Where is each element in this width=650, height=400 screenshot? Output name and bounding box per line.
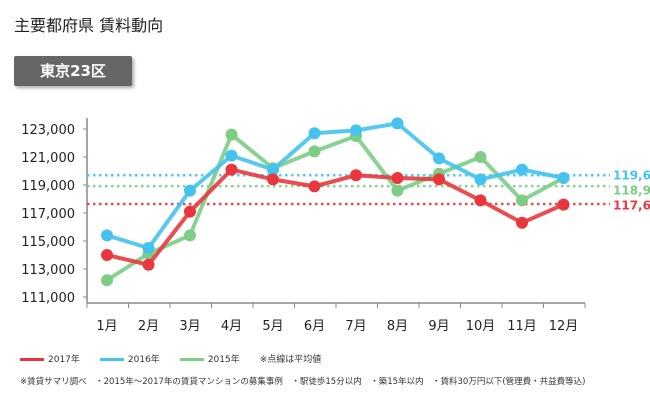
legend: 2017年 2016年 2015年 ※点線は平均値 xyxy=(20,352,321,365)
x-tick-label: 1月 xyxy=(96,319,117,334)
data-point xyxy=(557,172,570,184)
data-point xyxy=(433,173,445,186)
data-point xyxy=(267,173,279,186)
data-point xyxy=(184,184,196,197)
data-point xyxy=(474,173,487,186)
legend-label: 2017年 xyxy=(48,355,80,365)
series-line-2016年 xyxy=(106,121,564,251)
x-tick-label: 8月 xyxy=(387,319,408,334)
x-tick-label: 4月 xyxy=(221,319,242,334)
data-point xyxy=(101,229,113,242)
data-point xyxy=(391,117,404,130)
average-label: 117,642 xyxy=(613,198,650,212)
data-point xyxy=(557,198,570,211)
data-point xyxy=(142,242,155,254)
data-point xyxy=(308,180,321,193)
y-tick-label: 113,000 xyxy=(21,263,75,278)
footnote: ※賃貸サマリ調べ ・2015年～2017年の賃貸マンションの募集事例 ・駅徒歩1… xyxy=(20,377,586,387)
legend-label: 2016年 xyxy=(127,355,160,365)
x-tick-label: 7月 xyxy=(345,319,366,334)
data-point xyxy=(184,205,196,218)
chart-title: 主要都府県 賃料動向 xyxy=(14,16,164,35)
legend-label: 2015年 xyxy=(207,355,240,365)
data-point xyxy=(350,169,362,182)
y-tick-label: 117,000 xyxy=(21,207,75,222)
data-point xyxy=(391,184,404,197)
x-tick-label: 9月 xyxy=(428,319,449,334)
data-point xyxy=(516,163,528,176)
data-point xyxy=(225,128,238,141)
data-point xyxy=(308,145,321,158)
y-tick-label: 115,000 xyxy=(21,235,75,250)
series-line-2015年 xyxy=(105,131,565,282)
data-point xyxy=(267,163,279,176)
x-tick-label: 6月 xyxy=(304,319,325,334)
data-point xyxy=(225,149,238,162)
legend-note: ※点線は平均値 xyxy=(259,355,322,365)
data-point xyxy=(308,127,321,140)
x-tick-label: 10月 xyxy=(466,319,496,334)
x-tick-label: 12月 xyxy=(549,319,579,334)
data-point xyxy=(184,229,196,242)
data-point xyxy=(350,124,362,137)
x-tick-label: 5月 xyxy=(262,319,283,334)
legend-item-2015: 2015年 xyxy=(179,352,240,365)
x-tick-label: 2月 xyxy=(138,319,159,334)
region-badge: 東京23区 xyxy=(14,56,132,86)
data-point xyxy=(142,258,155,271)
x-tick-label: 11月 xyxy=(507,319,537,334)
data-point xyxy=(433,152,445,165)
data-point xyxy=(474,151,487,163)
data-point xyxy=(474,194,487,207)
average-label: 118,917 xyxy=(613,183,650,197)
x-tick-label: 3月 xyxy=(179,319,200,334)
y-tick-label: 123,000 xyxy=(21,123,75,138)
y-tick-label: 119,000 xyxy=(21,179,75,194)
data-point xyxy=(101,249,113,261)
y-tick-label: 121,000 xyxy=(21,151,75,166)
series-line-2017年 xyxy=(106,167,565,268)
legend-item-2016: 2016年 xyxy=(99,352,160,365)
data-point xyxy=(101,274,113,287)
legend-item-2017: 2017年 xyxy=(20,352,80,365)
y-tick-label: 111,000 xyxy=(21,291,75,306)
data-point xyxy=(391,172,404,184)
average-label: 119,694 xyxy=(613,168,650,182)
data-point xyxy=(225,163,238,176)
data-point xyxy=(516,194,528,207)
data-point xyxy=(516,216,528,229)
